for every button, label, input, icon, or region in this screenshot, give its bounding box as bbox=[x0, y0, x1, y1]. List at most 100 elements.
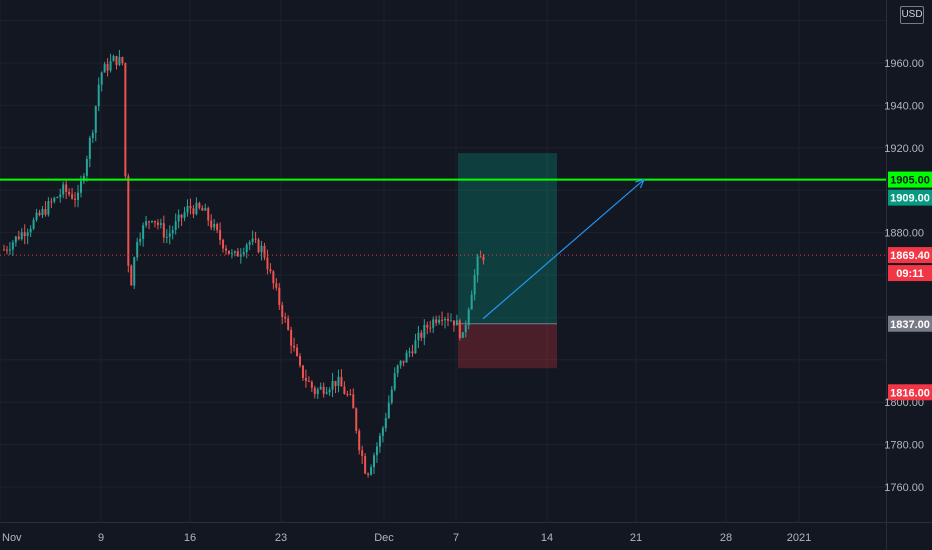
candle-body bbox=[278, 287, 281, 306]
y-tick-label: 1760.00 bbox=[884, 482, 924, 494]
last-price-tag-bg bbox=[888, 247, 932, 264]
candle-body bbox=[88, 137, 91, 160]
candle-body bbox=[44, 208, 47, 215]
candle-body bbox=[319, 386, 322, 390]
candle-body bbox=[94, 106, 97, 133]
candle-body bbox=[426, 324, 429, 328]
candle-body bbox=[35, 212, 38, 220]
candle-body bbox=[296, 347, 299, 357]
candle-body bbox=[293, 345, 296, 348]
candle-body bbox=[287, 318, 290, 330]
candle-body bbox=[423, 324, 426, 338]
candle-body bbox=[458, 320, 461, 338]
bar-countdown-tag-bg bbox=[888, 265, 932, 282]
candle-body bbox=[168, 233, 171, 237]
x-tick-label: 2021 bbox=[787, 532, 811, 544]
candle-body bbox=[222, 240, 225, 249]
candle-body bbox=[272, 271, 275, 284]
candle-body bbox=[145, 221, 148, 226]
candle-body bbox=[455, 320, 458, 326]
candle-body bbox=[275, 283, 278, 288]
candle-body bbox=[3, 249, 5, 251]
target-price-tag-bg bbox=[888, 189, 932, 206]
candle-body bbox=[180, 214, 183, 218]
candle-body bbox=[444, 318, 447, 321]
candle-body bbox=[5, 249, 8, 251]
candle-body bbox=[230, 252, 233, 254]
candle-body bbox=[378, 435, 381, 447]
candle-body bbox=[263, 245, 266, 258]
candle-body bbox=[62, 184, 65, 195]
candle-body bbox=[189, 205, 192, 209]
candle-body bbox=[316, 389, 319, 395]
y-tick-label: 1960.00 bbox=[884, 58, 924, 70]
candle-body bbox=[393, 373, 396, 390]
candle-body bbox=[260, 245, 263, 253]
x-tick-label: Nov bbox=[2, 532, 22, 544]
trend-arrow-head bbox=[635, 178, 646, 189]
candle-body bbox=[470, 294, 473, 310]
x-tick-label: Dec bbox=[374, 532, 394, 544]
candle-body bbox=[352, 394, 355, 409]
candle-body bbox=[11, 242, 14, 250]
candle-body bbox=[130, 265, 133, 286]
candle-body bbox=[482, 256, 485, 261]
stop-price-tag: 1816.00 bbox=[890, 387, 930, 399]
candle-body bbox=[118, 57, 121, 65]
candle-body bbox=[384, 418, 387, 429]
x-tick-label: 23 bbox=[275, 532, 287, 544]
candle-body bbox=[216, 224, 219, 231]
candle-body bbox=[236, 251, 239, 257]
candle-body bbox=[242, 252, 245, 255]
candle-body bbox=[159, 223, 162, 225]
x-tick-label: 28 bbox=[720, 532, 732, 544]
candle-body bbox=[461, 332, 464, 338]
candle-body bbox=[183, 212, 186, 218]
candle-body bbox=[50, 201, 53, 203]
target-price-tag: 1909.00 bbox=[890, 193, 930, 205]
candle-body bbox=[390, 389, 393, 403]
candle-body bbox=[192, 208, 195, 215]
candle-body bbox=[334, 380, 337, 386]
candle-body bbox=[165, 236, 168, 238]
candle-body bbox=[186, 205, 189, 213]
x-tick-label: 14 bbox=[541, 532, 553, 544]
candle-body bbox=[408, 351, 411, 353]
candle-body bbox=[195, 203, 198, 215]
candle-body bbox=[452, 320, 455, 326]
candle-body bbox=[402, 360, 405, 363]
candle-body bbox=[417, 332, 420, 341]
candle-body bbox=[91, 132, 94, 138]
candle-body bbox=[299, 356, 301, 366]
candle-body bbox=[438, 319, 441, 323]
candle-body bbox=[124, 63, 127, 177]
candle-body bbox=[133, 257, 136, 286]
candle-body bbox=[174, 221, 177, 230]
candle-body bbox=[127, 176, 130, 266]
candle-body bbox=[381, 428, 384, 436]
candle-body bbox=[248, 242, 251, 245]
candle-body bbox=[447, 318, 449, 321]
candle-body bbox=[227, 250, 230, 254]
currency-selector[interactable]: USD bbox=[900, 6, 924, 24]
candle-body bbox=[201, 207, 204, 211]
candle-body bbox=[109, 61, 112, 71]
position-loss-zone bbox=[458, 323, 557, 369]
candle-body bbox=[254, 238, 257, 240]
candle-body bbox=[82, 175, 85, 182]
candle-body bbox=[467, 309, 470, 326]
candle-body bbox=[310, 381, 313, 388]
candle-body bbox=[405, 352, 408, 363]
candle-body bbox=[77, 192, 79, 200]
candle-body bbox=[20, 232, 23, 240]
candle-body bbox=[151, 220, 153, 222]
candle-body bbox=[269, 269, 272, 272]
candle-body bbox=[26, 232, 29, 236]
candle-body bbox=[429, 327, 432, 329]
candle-body bbox=[121, 57, 124, 64]
candle-body bbox=[103, 64, 106, 73]
entry-price-tag: 1837.00 bbox=[890, 319, 930, 331]
candle-body bbox=[367, 473, 370, 475]
candle-body bbox=[41, 208, 44, 216]
